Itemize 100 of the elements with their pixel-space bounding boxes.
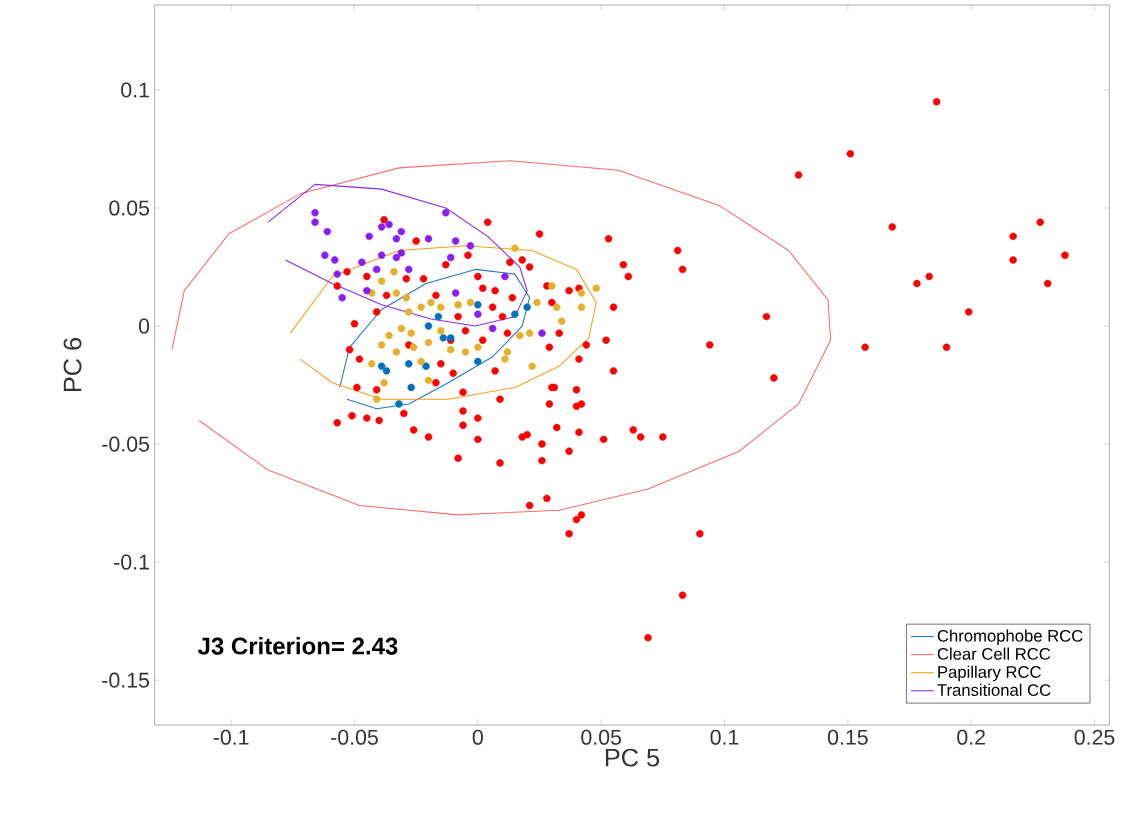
legend-label: Transitional CC bbox=[937, 683, 1051, 696]
line-series bbox=[171, 160, 832, 516]
point bbox=[417, 357, 425, 366]
point bbox=[474, 301, 482, 309]
point bbox=[424, 234, 433, 243]
point bbox=[382, 367, 391, 375]
point bbox=[392, 253, 401, 262]
point bbox=[377, 223, 386, 231]
point bbox=[392, 234, 401, 243]
point bbox=[402, 293, 411, 302]
point bbox=[377, 362, 386, 370]
point bbox=[488, 324, 497, 333]
point bbox=[446, 253, 455, 262]
point bbox=[392, 289, 401, 297]
point bbox=[511, 310, 519, 318]
x-tick-label: -0.05 bbox=[331, 729, 378, 745]
point bbox=[553, 303, 561, 311]
y-axis-title: PC 6 bbox=[63, 337, 82, 392]
point bbox=[439, 334, 448, 342]
x-tick-label: 0.1 bbox=[710, 729, 739, 745]
point bbox=[577, 303, 586, 311]
point bbox=[372, 395, 381, 403]
point bbox=[392, 348, 401, 356]
point bbox=[333, 270, 341, 278]
legend-label: Clear Cell RCC bbox=[937, 647, 1051, 660]
point bbox=[454, 301, 462, 309]
x-tick-label: 0.2 bbox=[957, 729, 985, 745]
point bbox=[368, 360, 376, 368]
point bbox=[451, 289, 460, 297]
x-tick-label: 0.15 bbox=[827, 729, 868, 745]
point bbox=[405, 265, 413, 274]
point bbox=[311, 218, 319, 226]
point bbox=[323, 227, 332, 236]
point bbox=[377, 277, 386, 285]
point bbox=[466, 242, 475, 250]
point bbox=[377, 251, 386, 259]
point bbox=[474, 310, 482, 318]
point bbox=[538, 329, 546, 337]
line-series bbox=[267, 183, 528, 327]
y-tick-label: 0.1 bbox=[121, 82, 149, 98]
point bbox=[437, 303, 445, 311]
point bbox=[528, 362, 536, 370]
y-tick-label: -0.1 bbox=[114, 554, 149, 570]
point bbox=[424, 322, 433, 330]
point bbox=[451, 237, 460, 245]
point bbox=[331, 256, 339, 264]
point bbox=[523, 303, 531, 311]
y-tick-label: -0.15 bbox=[102, 672, 150, 688]
point bbox=[407, 329, 415, 337]
point bbox=[446, 345, 455, 354]
point bbox=[442, 209, 450, 217]
point bbox=[390, 268, 398, 276]
point bbox=[548, 282, 556, 290]
line-series bbox=[339, 268, 531, 410]
point bbox=[338, 293, 346, 302]
x-tick-label: 0.25 bbox=[1074, 729, 1115, 745]
point bbox=[577, 289, 586, 297]
point bbox=[424, 376, 433, 385]
point bbox=[397, 227, 406, 236]
point bbox=[397, 249, 406, 257]
point bbox=[434, 312, 443, 321]
x-tick-label: 0.05 bbox=[581, 729, 622, 745]
point bbox=[409, 343, 418, 352]
x-tick-label: -0.1 bbox=[213, 729, 249, 745]
x-tick-label: 0 bbox=[472, 729, 483, 745]
point bbox=[372, 265, 381, 274]
point bbox=[511, 244, 519, 252]
point bbox=[525, 329, 534, 337]
point bbox=[385, 220, 393, 229]
point bbox=[592, 284, 600, 293]
point bbox=[557, 317, 566, 326]
point bbox=[405, 308, 413, 316]
point bbox=[311, 209, 319, 217]
legend-label: Chromophobe RCC bbox=[937, 629, 1083, 646]
point bbox=[461, 348, 470, 356]
y-tick-label: 0.05 bbox=[109, 200, 150, 216]
point bbox=[474, 343, 482, 352]
point bbox=[503, 348, 512, 356]
point bbox=[363, 286, 371, 295]
point bbox=[501, 355, 509, 363]
point bbox=[533, 298, 541, 307]
point bbox=[377, 341, 386, 349]
legend-label: Papillary RCC bbox=[938, 665, 1041, 682]
point bbox=[407, 383, 415, 392]
point bbox=[385, 331, 393, 340]
point bbox=[365, 232, 374, 241]
point bbox=[321, 251, 329, 259]
point bbox=[397, 324, 406, 333]
point bbox=[501, 272, 509, 281]
y-tick-label: -0.05 bbox=[102, 436, 150, 452]
point bbox=[422, 362, 430, 370]
point bbox=[437, 327, 445, 335]
annotation: J3 Criterion= 2.43 bbox=[197, 636, 398, 655]
point bbox=[466, 298, 475, 307]
point bbox=[424, 338, 433, 347]
point bbox=[358, 258, 366, 267]
point bbox=[417, 303, 425, 311]
x-axis-title: PC 5 bbox=[605, 748, 660, 767]
point bbox=[516, 331, 524, 340]
y-tick-label: 0 bbox=[138, 318, 150, 334]
